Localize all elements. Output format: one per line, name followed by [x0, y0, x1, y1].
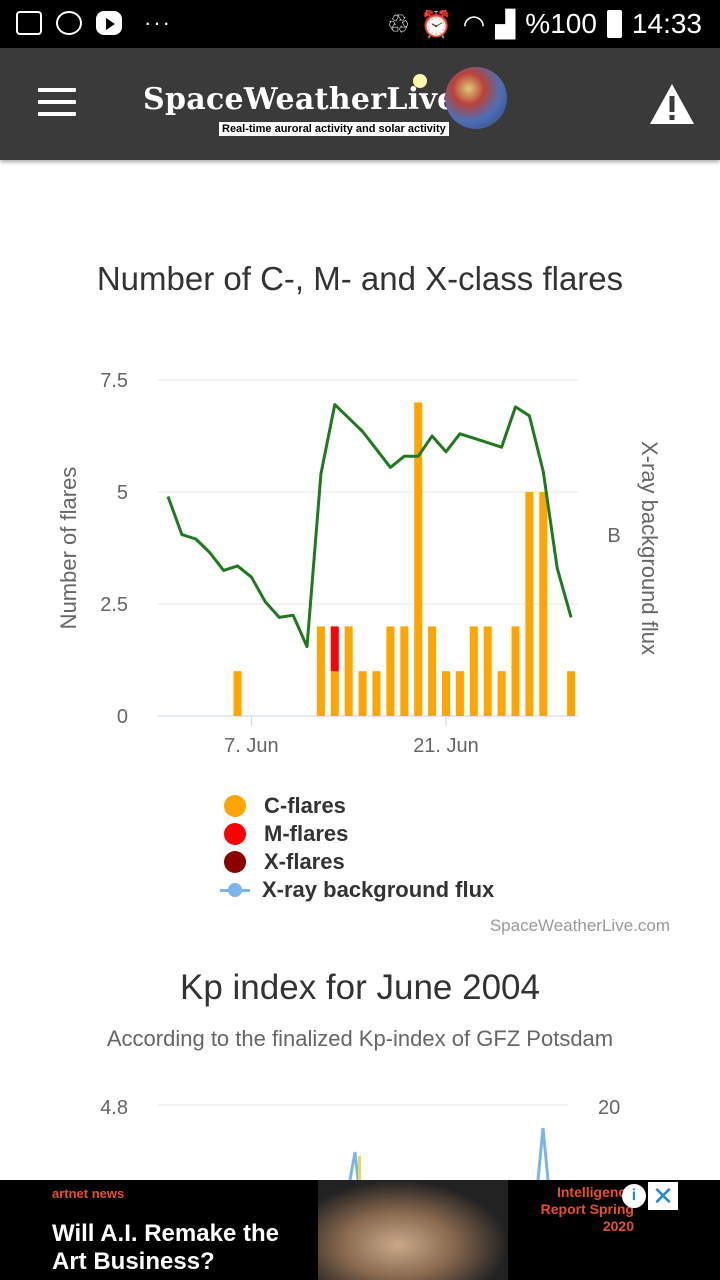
- more-notifications-icon: ···: [144, 10, 172, 35]
- legend-label: X-ray background flux: [262, 877, 495, 902]
- recycle-icon: ♲: [386, 8, 411, 39]
- bar-c-flares: [344, 626, 353, 716]
- gallery-icon: [16, 11, 42, 35]
- y-tick-label: 7.5: [100, 370, 128, 392]
- youtube-icon: [96, 11, 122, 35]
- logo-tagline: Real-time auroral activity and solar act…: [219, 122, 449, 136]
- bar-c-flares: [386, 626, 395, 716]
- bar-c-flares: [539, 492, 548, 716]
- bar-c-flares: [483, 626, 492, 716]
- flares-chart-legend: C-flares M-flares X-flares X-ray backgro…: [220, 792, 494, 904]
- bar-c-flares: [358, 671, 367, 716]
- kp-y-tick: 4.8: [100, 1097, 128, 1119]
- clock: 14:33: [631, 8, 702, 39]
- c-flares-swatch: [224, 795, 246, 817]
- legend-label: M-flares: [264, 821, 349, 846]
- status-bar: ··· ♲ ⏰ ◠ ▟ %100 14:33: [0, 0, 720, 48]
- legend-label: X-flares: [264, 849, 345, 874]
- ad-info-icon[interactable]: i: [622, 1184, 646, 1208]
- kp-chart-subtitle: According to the finalized Kp-index of G…: [106, 1026, 614, 1051]
- kp-chart: 4.8 20: [100, 1097, 620, 1180]
- battery-icon: [606, 10, 622, 38]
- bar-c-flares: [455, 671, 464, 716]
- flares-chart: 0 2.5 5 7.5 7. Jun 21. Jun Number of flares X-r…: [56, 370, 662, 757]
- x-tick-label: 7. Jun: [224, 735, 278, 757]
- bar-c-flares: [316, 626, 325, 716]
- flares-chart-title: Number of C-, M- and X-class flares: [96, 260, 624, 297]
- bar-c-flares: [400, 626, 409, 716]
- kp-bar: [358, 1156, 361, 1180]
- bar-c-flares: [525, 492, 534, 716]
- y2-axis-title: X-ray background flux: [637, 441, 662, 655]
- notification-icons: ···: [16, 10, 172, 36]
- xray-flux-line: [166, 403, 573, 649]
- bar-c-flares: [442, 671, 450, 716]
- y-tick-label: 2.5: [100, 594, 128, 616]
- bar-c-flares: [511, 626, 520, 716]
- y-tick-label: 5: [117, 482, 128, 504]
- m-flares-swatch: [224, 823, 246, 845]
- bar-c-flares: [233, 671, 242, 716]
- battery-percent: %100: [525, 8, 597, 39]
- wifi-icon: ◠: [462, 8, 486, 39]
- bar-c-flares: [414, 402, 423, 716]
- warning-icon[interactable]: [648, 82, 696, 126]
- bar-c-flares: [372, 671, 381, 716]
- bar-m-flares: [330, 626, 339, 672]
- legend-label: C-flares: [264, 793, 346, 818]
- x-tick-label: 21. Jun: [413, 735, 479, 757]
- signal-icon: ▟: [495, 8, 516, 39]
- xray-flux-swatch: [220, 882, 250, 897]
- kp-line-2: [536, 1127, 550, 1180]
- bar-c-flares: [330, 671, 339, 716]
- y-tick-label: 0: [117, 706, 128, 728]
- logo-text: SpaceWeatherLive: [143, 82, 457, 117]
- whatsapp-icon: [56, 11, 82, 35]
- legend-item-c-flares[interactable]: C-flares: [220, 792, 494, 820]
- bar-c-flares: [567, 671, 576, 716]
- legend-item-x-flares[interactable]: X-flares: [220, 848, 494, 876]
- ad-image: [318, 1180, 508, 1280]
- sun-icon: [413, 74, 427, 88]
- bar-c-flares: [469, 626, 478, 716]
- site-logo[interactable]: SpaceWeatherLive Real-time auroral activ…: [143, 67, 507, 136]
- globe-icon: [445, 67, 507, 129]
- ad-close-icon[interactable]: ✕: [648, 1182, 678, 1210]
- system-icons: ♲ ⏰ ◠ ▟ %100 14:33: [387, 8, 702, 40]
- y-axis-title: Number of flares: [56, 467, 81, 630]
- legend-item-m-flares[interactable]: M-flares: [220, 820, 494, 848]
- menu-icon[interactable]: [38, 88, 76, 118]
- chart-credit-link[interactable]: SpaceWeatherLive.com: [489, 916, 670, 935]
- ad-brand: artnet news: [52, 1186, 125, 1201]
- legend-item-xray-flux[interactable]: X-ray background flux: [220, 876, 494, 904]
- kp-line-1: [348, 1151, 360, 1180]
- ad-banner[interactable]: artnet news Will A.I. Remake the Art Bus…: [0, 1180, 720, 1280]
- x-flares-swatch: [224, 851, 246, 873]
- ad-right-text: Intelligence Report Spring 2020: [540, 1184, 634, 1234]
- bar-c-flares: [497, 671, 506, 716]
- bar-c-flares: [428, 626, 437, 716]
- app-bar: SpaceWeatherLive Real-time auroral activ…: [0, 48, 720, 160]
- kp-y2-tick: 20: [598, 1097, 620, 1119]
- ad-headline: Will A.I. Remake the Art Business?: [52, 1220, 279, 1275]
- y2-tick-label: B: [607, 525, 620, 547]
- alarm-icon: ⏰: [420, 8, 453, 39]
- kp-chart-title: Kp index for June 2004: [180, 968, 540, 1007]
